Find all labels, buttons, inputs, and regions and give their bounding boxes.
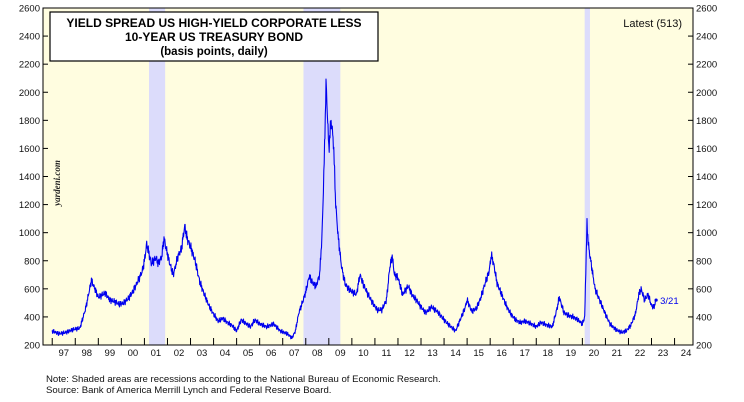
x-tick-label-09: 09: [335, 348, 346, 359]
x-tick-label-97: 97: [58, 348, 69, 359]
plot-frame: [42, 7, 694, 346]
x-tick-label-18: 18: [542, 348, 553, 359]
x-tick-label-14: 14: [450, 348, 461, 359]
y-tick-label-left-1200: 1200: [19, 200, 40, 211]
x-tick-label-00: 00: [128, 348, 139, 359]
y-tick-label-right-1400: 1400: [696, 172, 717, 183]
x-tick-label-06: 06: [266, 348, 277, 359]
y-tick-label-right-800: 800: [696, 256, 712, 267]
y-tick-label-right-2000: 2000: [696, 88, 717, 99]
x-tick-label-13: 13: [427, 348, 438, 359]
y-tick-label-left-400: 400: [24, 312, 40, 323]
x-tick-label-03: 03: [197, 348, 208, 359]
x-tick-label-15: 15: [473, 348, 484, 359]
y-tick-label-left-2600: 2600: [19, 4, 40, 15]
y-tick-label-left-1000: 1000: [19, 228, 40, 239]
y-tick-label-left-200: 200: [24, 341, 40, 352]
y-tick-label-left-1600: 1600: [19, 144, 40, 155]
y-tick-label-left-2000: 2000: [19, 88, 40, 99]
y-axis-left: 200 400 600 800 1000 1200 1400 1600 1800 2000 2200…: [19, 4, 48, 352]
series-group: [51, 78, 658, 340]
recession-band-3: [584, 8, 590, 345]
y-tick-label-right-400: 400: [696, 312, 712, 323]
x-tick-label-08: 08: [312, 348, 323, 359]
series-end-point: [654, 298, 658, 302]
footnote-recessions: Note: Shaded areas are recessions accord…: [46, 374, 441, 385]
y-tick-label-right-1800: 1800: [696, 116, 717, 127]
y-tick-label-left-800: 800: [24, 256, 40, 267]
x-tick-label-11: 11: [382, 348, 392, 359]
x-tick-label-02: 02: [174, 348, 185, 359]
x-axis: 97 98 99 00 01 02 03 04 05 06 07 08 09 10 11 12 13 14 15 16…: [51, 338, 692, 359]
x-tick-label-21: 21: [612, 348, 623, 359]
x-tick-label-07: 07: [289, 348, 300, 359]
x-tick-label-05: 05: [243, 348, 254, 359]
watermark: yardeni.com: [52, 160, 62, 207]
y-tick-label-right-200: 200: [696, 341, 712, 352]
chart-title-line-1: YIELD SPREAD US HIGH-YIELD CORPORATE LES…: [66, 16, 361, 30]
y-tick-label-left-1800: 1800: [19, 116, 40, 127]
series-end-label: 3/21: [660, 296, 679, 307]
latest-value-label: Latest (513): [623, 18, 682, 30]
y-tick-label-left-2400: 2400: [19, 32, 40, 43]
x-tick-label-19: 19: [566, 348, 577, 359]
x-tick-label-98: 98: [82, 348, 93, 359]
x-tick-label-23: 23: [658, 348, 669, 359]
y-tick-label-right-2600: 2600: [696, 4, 717, 15]
x-tick-label-99: 99: [105, 348, 116, 359]
title-box: YIELD SPREAD US HIGH-YIELD CORPORATE LES…: [49, 11, 379, 62]
x-tick-label-20: 20: [589, 348, 600, 359]
x-tick-label-10: 10: [358, 348, 369, 359]
x-tick-label-16: 16: [496, 348, 507, 359]
y-tick-label-right-2400: 2400: [696, 32, 717, 43]
y-tick-label-left-1400: 1400: [19, 172, 40, 183]
recession-band-2: [303, 8, 341, 345]
x-tick-label-22: 22: [635, 348, 646, 359]
x-tick-label-04: 04: [220, 348, 231, 359]
x-tick-label-12: 12: [404, 348, 415, 359]
y-axis-right: 200 400 600 800 1000 1200 1400 1600 1800 2000 2200…: [688, 4, 717, 352]
chart-subtitle: (basis points, daily): [160, 46, 268, 58]
y-tick-label-right-1600: 1600: [696, 144, 717, 155]
y-tick-label-left-2200: 2200: [19, 60, 40, 71]
y-tick-label-right-600: 600: [696, 284, 712, 295]
x-tick-label-24: 24: [681, 348, 692, 359]
y-tick-label-right-1000: 1000: [696, 228, 717, 239]
chart-title-line-2: 10-YEAR US TREASURY BOND: [125, 30, 303, 44]
x-tick-label-17: 17: [519, 348, 530, 359]
title-box-frame: [49, 11, 379, 62]
y-tick-label-left-600: 600: [24, 284, 40, 295]
y-tick-label-right-2200: 2200: [696, 60, 717, 71]
y-tick-label-right-1200: 1200: [696, 200, 717, 211]
footnote-source: Source: Bank of America Merrill Lynch an…: [46, 385, 332, 396]
x-tick-label-01: 01: [151, 348, 162, 359]
series-line-1: [51, 78, 657, 340]
